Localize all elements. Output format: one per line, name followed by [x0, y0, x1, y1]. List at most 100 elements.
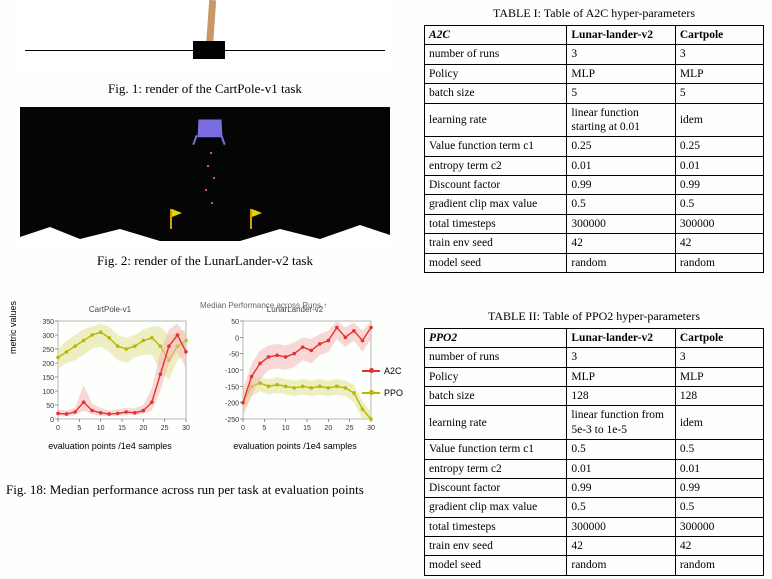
table-cell: 0.25 [675, 137, 763, 156]
table-row: total timesteps300000300000 [425, 214, 764, 233]
table-row: number of runs33 [425, 348, 764, 367]
table-cell: 0.99 [567, 176, 675, 195]
table-cell: 3 [567, 45, 675, 64]
table-cell: 42 [675, 234, 763, 253]
fig2-caption: Fig. 2: render of the LunarLander-v2 tas… [0, 253, 410, 269]
legend-swatch-ppo [362, 392, 380, 394]
table-cell: random [675, 253, 763, 272]
table-cell: train env seed [425, 537, 567, 556]
table-a2c-params: A2CLunar-lander-v2Cartpolenumber of runs… [424, 25, 764, 273]
svg-text:0: 0 [235, 335, 239, 342]
table-header-cell: Lunar-lander-v2 [567, 328, 675, 347]
table-cell: number of runs [425, 348, 567, 367]
table-cell: random [567, 253, 675, 272]
svg-text:-100: -100 [225, 368, 239, 375]
table-header-cell: A2C [425, 26, 567, 45]
table-cell: 42 [567, 234, 675, 253]
table-cell: MLP [567, 367, 675, 386]
lander-body [198, 119, 223, 137]
chart-title: LunarLander-v2 [215, 305, 375, 314]
svg-text:-50: -50 [229, 352, 239, 359]
fig18-caption: Fig. 18: Median performance across run p… [6, 482, 401, 498]
svg-text:10: 10 [97, 425, 105, 432]
table-cell: MLP [675, 367, 763, 386]
table-cell: 0.5 [567, 498, 675, 517]
svg-text:25: 25 [346, 425, 354, 432]
thruster-dot [211, 202, 213, 204]
lunarlander-render [20, 107, 390, 247]
table-cell: Discount factor [425, 176, 567, 195]
table-cell: linear function from 5e-3 to 1e-5 [567, 406, 675, 440]
table-row: batch size55 [425, 84, 764, 103]
table-header-cell: Lunar-lander-v2 [567, 26, 675, 45]
svg-text:100: 100 [42, 389, 54, 396]
table-cell: number of runs [425, 45, 567, 64]
table-cell: total timesteps [425, 214, 567, 233]
table-cell: entropy term c2 [425, 459, 567, 478]
table-cell: 3 [675, 45, 763, 64]
table-row: gradient clip max value0.50.5 [425, 498, 764, 517]
lander-leg [192, 135, 197, 145]
table-ppo2-params: PPO2Lunar-lander-v2Cartpolenumber of run… [424, 328, 764, 576]
table-cell: gradient clip max value [425, 498, 567, 517]
x-axis-label: evaluation points /1e4 samples [30, 441, 190, 451]
table-row: learning ratelinear function starting at… [425, 103, 764, 137]
svg-text:15: 15 [303, 425, 311, 432]
svg-text:5: 5 [77, 425, 81, 432]
table-cell: 300000 [567, 517, 675, 536]
table-cell: batch size [425, 387, 567, 406]
table-cell: model seed [425, 556, 567, 575]
svg-text:300: 300 [42, 333, 54, 340]
table-cell: learning rate [425, 103, 567, 137]
cart [193, 41, 225, 59]
legend-swatch-a2c [362, 370, 380, 372]
svg-text:0: 0 [50, 417, 54, 424]
x-axis-label: evaluation points /1e4 samples [215, 441, 375, 451]
svg-text:30: 30 [182, 425, 190, 432]
table-cell: Value function term c1 [425, 440, 567, 459]
cartpole-render [20, 0, 390, 75]
table-cell: 0.5 [567, 195, 675, 214]
table-row: Discount factor0.990.99 [425, 478, 764, 497]
table-row: PolicyMLPMLP [425, 64, 764, 83]
table2-caption: TABLE II: Table of PPO2 hyper-parameters [420, 309, 768, 324]
table-cell: 0.99 [675, 478, 763, 497]
svg-text:10: 10 [282, 425, 290, 432]
table-row: learning ratelinear function from 5e-3 t… [425, 406, 764, 440]
svg-text:150: 150 [42, 375, 54, 382]
svg-text:50: 50 [46, 403, 54, 410]
table-row: train env seed4242 [425, 234, 764, 253]
table1-caption: TABLE I: Table of A2C hyper-parameters [420, 6, 768, 21]
table-cell: MLP [567, 64, 675, 83]
table-cell: Discount factor [425, 478, 567, 497]
table-cell: random [567, 556, 675, 575]
table-row: PolicyMLPMLP [425, 367, 764, 386]
lander-leg [220, 135, 225, 145]
table-cell: 0.01 [675, 459, 763, 478]
svg-text:200: 200 [42, 361, 54, 368]
thruster-dot [210, 152, 212, 154]
table-cell: linear function starting at 0.01 [567, 103, 675, 137]
table-cell: gradient clip max value [425, 195, 567, 214]
legend: A2C PPO [362, 354, 403, 410]
svg-text:15: 15 [118, 425, 126, 432]
table-cell: 3 [675, 348, 763, 367]
table-cell: 300000 [675, 517, 763, 536]
table-row: Value function term c10.250.25 [425, 137, 764, 156]
table-cell: 5 [567, 84, 675, 103]
table-cell: 3 [567, 348, 675, 367]
table-cell: Value function term c1 [425, 137, 567, 156]
thruster-dot [213, 177, 215, 179]
table-cell: 128 [567, 387, 675, 406]
table-cell: idem [675, 103, 763, 137]
table-row: number of runs33 [425, 45, 764, 64]
table-header-cell: Cartpole [675, 26, 763, 45]
svg-text:0: 0 [241, 425, 245, 432]
svg-text:30: 30 [367, 425, 375, 432]
svg-text:5: 5 [262, 425, 266, 432]
table-cell: 0.5 [675, 440, 763, 459]
fig1-caption: Fig. 1: render of the CartPole-v1 task [0, 81, 410, 97]
svg-text:20: 20 [324, 425, 332, 432]
table-row: total timesteps300000300000 [425, 517, 764, 536]
table-row: model seedrandomrandom [425, 253, 764, 272]
